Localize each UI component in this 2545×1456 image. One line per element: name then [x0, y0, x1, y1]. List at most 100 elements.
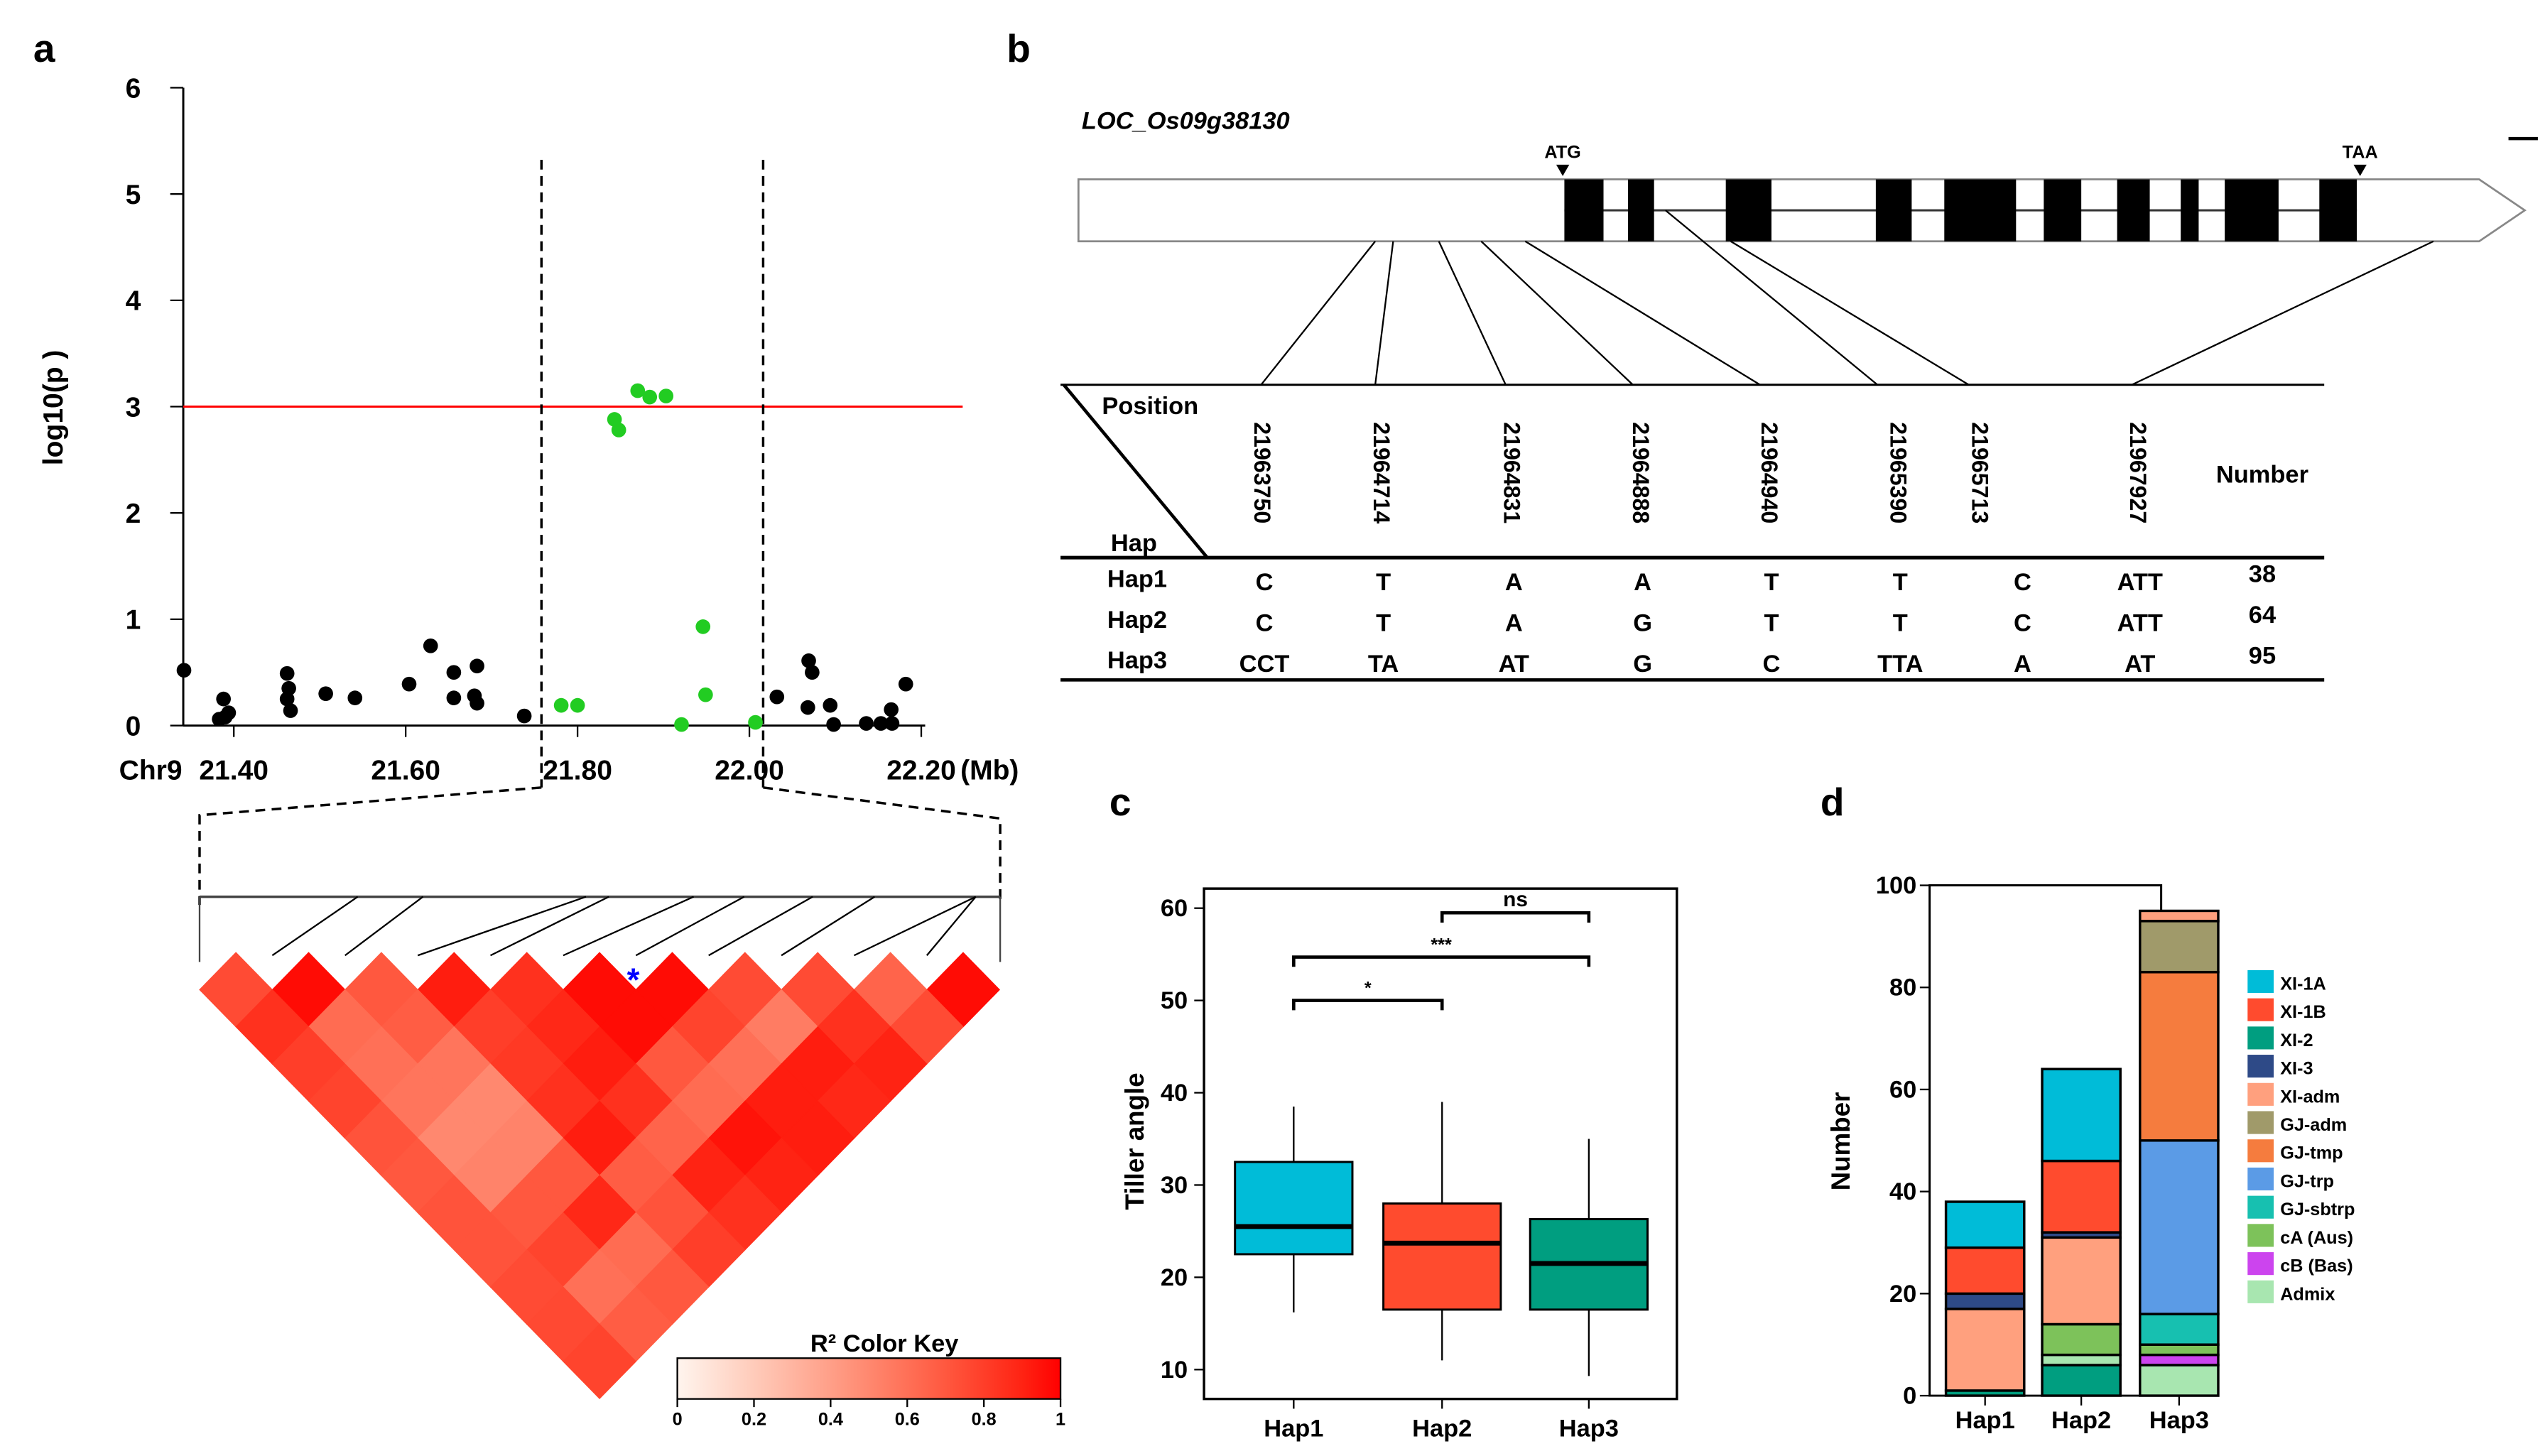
exon-block — [1875, 179, 1912, 241]
exon-block — [1627, 179, 1654, 241]
x-tick-label: 22.20 — [886, 755, 956, 786]
x-tick-label: Hap2 — [2051, 1407, 2111, 1434]
hap-count: 38 — [2249, 561, 2276, 588]
snp-connector — [1260, 241, 1377, 386]
snp-point — [800, 700, 815, 715]
legend-label: GJ-adm — [2280, 1115, 2347, 1135]
allele-cell: A — [1505, 569, 1523, 596]
snp-point — [801, 653, 816, 668]
snp-point — [446, 690, 462, 705]
candidate-snp-point — [698, 687, 713, 702]
x-unit-label: (Mb) — [960, 755, 1019, 786]
y-tick-label: 100 — [1876, 872, 1916, 899]
panel-label-d: d — [1820, 780, 1845, 824]
snp-point — [423, 638, 438, 653]
snp-point — [217, 710, 233, 724]
candidate-snp-point — [642, 389, 658, 405]
allele-cell: A — [1505, 609, 1523, 636]
y-tick-label: 60 — [1889, 1076, 1916, 1103]
y-tick-label: 1 — [126, 605, 141, 636]
snp-point — [401, 676, 417, 692]
legend-label: GJ-sbtrp — [2280, 1200, 2355, 1219]
color-key-bar — [676, 1357, 1062, 1400]
number-header: Number — [2216, 462, 2308, 489]
exon-block — [2319, 179, 2357, 241]
exon-block — [2117, 179, 2150, 241]
subpopulation-stacked-bar: 0 20 40 60 80 100 Number Hap1 Hap2 Hap3 XI-1A XI-1B… — [1826, 872, 2355, 1434]
bar-segment-ca-aus- — [2139, 1343, 2220, 1357]
snp-position-label: 21965713 — [1967, 422, 1992, 523]
y-tick-label: 30 — [1161, 1172, 1188, 1199]
snp-point — [873, 716, 889, 731]
y-tick-label: 20 — [1889, 1281, 1916, 1308]
snp-position-label: 21964888 — [1628, 422, 1654, 523]
snp-position-label: 21964940 — [1757, 422, 1782, 523]
hap-count: 95 — [2249, 642, 2276, 669]
snp-position-connector — [563, 896, 695, 957]
exon-block — [1944, 179, 2017, 241]
legend-swatch — [2247, 1195, 2274, 1219]
gene-name: LOC_Os09g38130 — [1082, 107, 1290, 134]
snp-point — [470, 695, 484, 711]
stop-codon-arrow — [2353, 164, 2367, 176]
allele-cell: TA — [1368, 651, 1399, 678]
bar-segment-xi-adm — [1944, 1308, 2026, 1392]
allele-cell: G — [1633, 609, 1652, 636]
bar-segment-xi-1b — [1944, 1246, 2026, 1295]
snp-position-connector — [781, 896, 875, 957]
ld-heatmap: * R² Color Key 0 0.2 0.4 0.6 0.8 1 — [198, 895, 1065, 1429]
snp-point — [516, 708, 532, 724]
color-key-tick-label: 0.2 — [742, 1409, 766, 1429]
allele-cell: TTA — [1877, 651, 1923, 678]
snp-position-connector — [417, 896, 587, 957]
legend-swatch — [2247, 1167, 2274, 1191]
y-tick-label: 50 — [1161, 987, 1188, 1014]
snp-point — [318, 686, 333, 701]
bar-segment-gj-tmp — [2139, 970, 2220, 1142]
bar-segment-xi-1b — [2041, 1159, 2122, 1234]
snp-connector — [1665, 210, 1878, 386]
y-axis-label: Tiller angle — [1120, 1072, 1149, 1210]
snp-point — [279, 691, 295, 707]
stop-codon-label: TAA — [2343, 143, 2378, 163]
snp-connector — [1374, 241, 1394, 385]
hap-row-label: Hap1 — [1107, 565, 1167, 592]
candidate-snp-point — [674, 717, 689, 732]
y-tick-label: 60 — [1161, 895, 1188, 922]
color-key-tick-label: 0.4 — [818, 1409, 843, 1429]
snp-position-connector — [271, 896, 359, 957]
bar-segment-xi-2 — [2041, 1364, 2122, 1397]
snp-position-label: 21964714 — [1369, 422, 1394, 523]
snp-position-connector — [708, 896, 813, 957]
legend-swatch — [2247, 1252, 2274, 1276]
snp-position-connector — [490, 896, 609, 957]
snp-point — [805, 665, 820, 680]
snp-point — [176, 663, 192, 678]
y-tick-label: 40 — [1889, 1178, 1916, 1205]
y-tick-label: 20 — [1161, 1264, 1188, 1291]
bar-segment-xi-adm — [2139, 909, 2220, 923]
allele-cell: C — [1256, 609, 1274, 636]
snp-point — [769, 689, 785, 705]
x-tick-label: Hap3 — [1559, 1415, 1619, 1442]
manhattan-plot: 0 1 2 3 4 5 6 21.40 21.60 21.80 22.00 22.20 Chr9 (Mb)… — [38, 73, 1019, 906]
candidate-snp-point — [630, 383, 646, 398]
legend-label: XI-1B — [2280, 1002, 2326, 1022]
significance-bracket — [1292, 955, 1591, 967]
x-tick-label: 21.40 — [199, 755, 268, 786]
snp-point — [347, 690, 363, 705]
box-hap1 — [1234, 1161, 1354, 1256]
exon-block — [2044, 179, 2082, 241]
snp-point — [884, 702, 899, 717]
allele-cell: AT — [1499, 651, 1529, 678]
y-tick-label: 80 — [1889, 974, 1916, 1001]
x-tick-label: 21.80 — [543, 755, 612, 786]
snp-position-connector — [635, 896, 745, 957]
legend-label: cA (Aus) — [2280, 1228, 2353, 1248]
legend-label: GJ-trp — [2280, 1171, 2334, 1191]
bar-segment-ca-aus- — [2041, 1322, 2122, 1357]
snp-point — [216, 691, 231, 707]
y-axis-label: log10(p ) — [38, 350, 69, 466]
snp-point — [898, 676, 913, 692]
